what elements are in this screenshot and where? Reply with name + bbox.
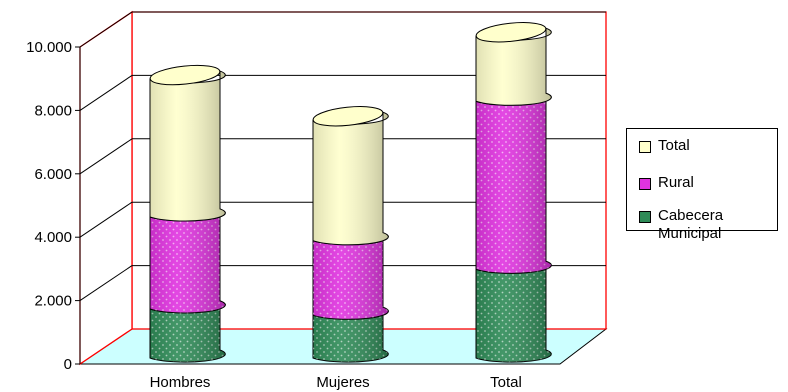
legend-item: Total: [639, 137, 690, 155]
legend-swatch: [639, 141, 651, 153]
gridline-side: [79, 138, 133, 175]
bar-segment: [149, 64, 226, 222]
y-tick-label: 2.000: [34, 293, 72, 310]
category-labels: Hombres Mujeres Total: [150, 374, 522, 391]
category-label: Total: [490, 374, 522, 391]
legend-swatch: [639, 211, 651, 223]
category-label: Mujeres: [316, 374, 369, 391]
bar-segment: [312, 306, 389, 363]
legend-label: Rural: [658, 174, 694, 191]
bar-segment: [312, 106, 389, 246]
gridline-side: [79, 201, 133, 238]
bar-segment: [475, 92, 552, 274]
bar-segment: [475, 22, 552, 106]
gridline-side: [79, 265, 133, 302]
y-tick-label: 8.000: [34, 102, 72, 119]
gridline-side: [79, 74, 133, 111]
y-tick-label: 0: [64, 356, 72, 373]
legend: Total Rural Cabecera Municipal: [626, 128, 778, 242]
bar-top: [475, 22, 547, 43]
legend-item: Rural: [639, 174, 694, 192]
bar-top: [312, 106, 384, 127]
legend-label: Cabecera Municipal: [658, 207, 724, 242]
bar-segment: [149, 300, 226, 363]
bar-segment: [149, 208, 226, 314]
legend-label: Total: [658, 137, 690, 154]
bars: [149, 22, 552, 363]
bar-top: [149, 64, 221, 86]
y-tick-label: 6.000: [34, 166, 72, 183]
y-tick-label: 4.000: [34, 229, 72, 246]
legend-item: Cabecera Municipal: [639, 207, 748, 243]
category-label: Hombres: [150, 374, 211, 391]
y-tick-label: 10.000: [26, 39, 72, 56]
bar-segment: [312, 232, 389, 320]
bar-segment: [475, 260, 552, 363]
gridline-side: [79, 11, 133, 48]
legend-swatch: [639, 178, 651, 190]
y-ticks: 0 2.000 4.000 6.000 8.000 10.000: [26, 39, 80, 373]
chart-side-wall: [79, 10, 133, 366]
